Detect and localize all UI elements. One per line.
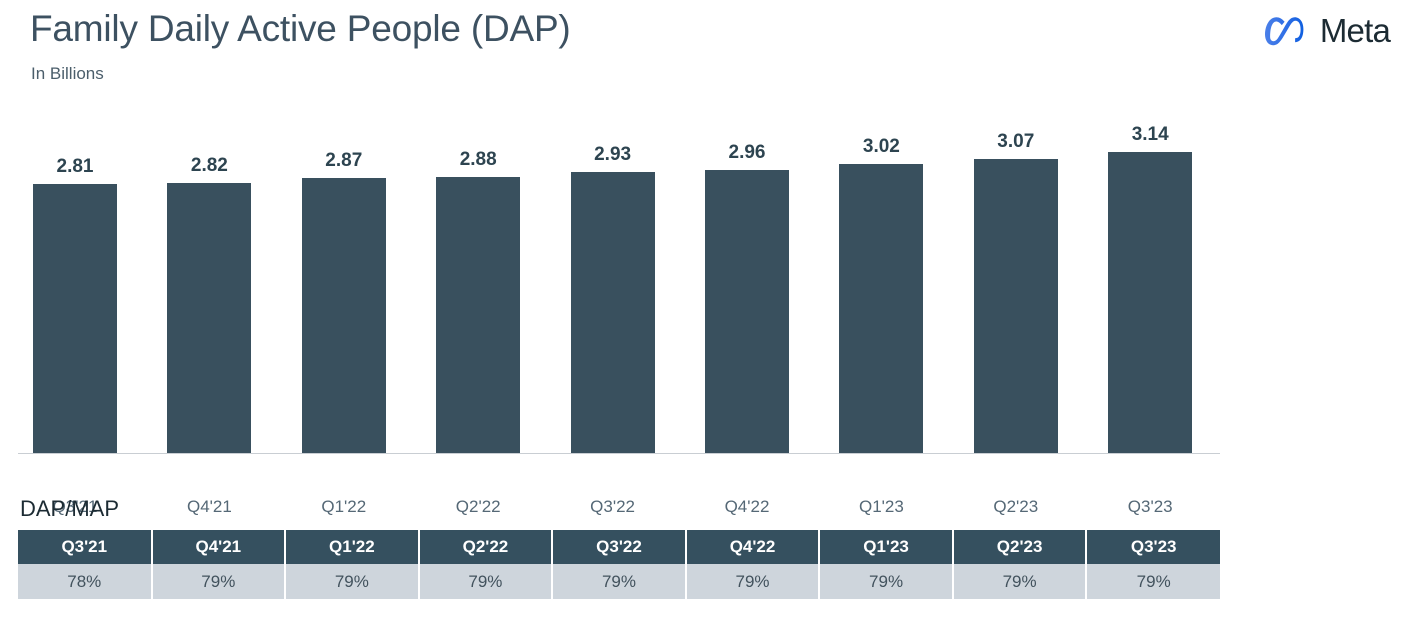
table-column-header: Q1'22 — [285, 530, 420, 564]
table-column-header: Q3'21 — [18, 530, 153, 564]
table-cell-ratio: 79% — [552, 564, 687, 599]
table-cell-ratio: 79% — [685, 564, 821, 599]
bar-item: 3.02 Q1'23 — [839, 136, 924, 516]
table-cell-ratio: 79% — [151, 564, 287, 599]
bar-value-label: 3.14 — [1131, 124, 1169, 145]
table-column-header: Q4'21 — [151, 530, 287, 564]
table-cell-ratio: 78% — [18, 564, 153, 599]
x-axis-line — [18, 453, 1220, 454]
bar-item: 2.81 Q3'21 — [33, 137, 117, 516]
chart-subtitle: In Billions — [31, 64, 104, 83]
table-column-header: Q2'23 — [952, 530, 1088, 564]
bar-value-label: 2.93 — [594, 144, 632, 165]
bar-rect — [167, 183, 252, 453]
bar-rect — [436, 177, 521, 453]
dap-map-caption: DAP/MAP — [20, 496, 120, 521]
bar-series: 2.81 Q3'21 2.82 Q4'21 2.87 Q1'22 2.88 Q2'22 2.93… — [0, 100, 1418, 516]
bar-item: 2.87 Q1'22 — [301, 137, 386, 516]
bar-value-label: 2.96 — [728, 142, 766, 163]
table-column-header: Q3'22 — [552, 530, 687, 564]
table-row: 78% 79% 79% 79% 79% 79% 79% 79% 79% — [18, 564, 1220, 599]
bar-chart: 2.81 Q3'21 2.82 Q4'21 2.87 Q1'22 2.88 Q2'22 2.93… — [0, 100, 1418, 516]
bar-value-label: 2.88 — [459, 149, 497, 170]
bar-rect — [705, 170, 789, 453]
bar-item: 3.14 Q3'23 — [1108, 124, 1193, 516]
table-cell-ratio: 79% — [952, 564, 1088, 599]
table-cell-ratio: 79% — [819, 564, 954, 599]
x-axis-tick-label: Q4'22 — [724, 497, 770, 516]
table-column-header: Q4'22 — [685, 530, 821, 564]
table-column-header: Q3'23 — [1086, 530, 1220, 564]
x-axis-tick-label: Q1'22 — [321, 497, 367, 516]
x-axis-tick-label: Q1'23 — [858, 497, 904, 516]
meta-brand-name: Meta — [1319, 12, 1391, 49]
bar-value-label: 2.81 — [56, 156, 94, 177]
x-axis-tick-label: Q3'21 — [52, 497, 98, 516]
bar-value-label: 2.82 — [190, 155, 228, 176]
page-header: Family Daily Active People (DAP) In Bill… — [0, 0, 1418, 100]
table-header-row: Q3'21 Q4'21 Q1'22 Q2'22 Q3'22 Q4'22 Q1'23 Q2'23… — [18, 530, 1220, 564]
meta-infinity-icon — [1264, 15, 1311, 46]
table-cell-ratio: 79% — [1086, 564, 1220, 599]
bar-item: 3.07 Q2'23 — [973, 131, 1058, 516]
table-column-header: Q2'22 — [418, 530, 554, 564]
bar-rect — [839, 164, 924, 453]
x-axis-tick-label: Q4'21 — [186, 497, 232, 516]
bar-value-label: 2.87 — [325, 150, 363, 171]
bar-value-label: 3.07 — [997, 131, 1035, 152]
bar-value-label: 3.02 — [862, 136, 900, 157]
meta-brand-lockup: Meta — [1264, 12, 1391, 49]
x-axis-tick-label: Q3'23 — [1127, 497, 1173, 516]
bar-rect — [570, 172, 655, 453]
bar-item: 2.82 Q4'21 — [167, 137, 252, 516]
bar-item: 2.93 Q3'22 — [570, 137, 655, 516]
page-title: Family Daily Active People (DAP) — [30, 8, 571, 49]
bar-rect — [301, 178, 386, 453]
bar-rect — [1108, 152, 1193, 453]
bar-item: 2.96 Q4'22 — [705, 137, 789, 516]
bar-rect — [33, 184, 117, 453]
bar-rect — [973, 159, 1058, 453]
dap-map-table: Q3'21 Q4'21 Q1'22 Q2'22 Q3'22 Q4'22 Q1'23 Q2'23… — [18, 530, 1220, 599]
dap-map-section: DAP/MAP Q3'21 Q4'21 Q1'22 Q2'22 Q3'22 Q4'22 Q1… — [18, 498, 1220, 599]
table-column-header: Q1'23 — [819, 530, 954, 564]
x-axis-tick-label: Q2'23 — [993, 497, 1039, 516]
table-cell-ratio: 79% — [285, 564, 420, 599]
x-axis-tick-label: Q3'22 — [590, 497, 636, 516]
table-cell-ratio: 79% — [418, 564, 554, 599]
bar-item: 2.88 Q2'22 — [436, 137, 521, 516]
x-axis-tick-label: Q2'22 — [455, 497, 501, 516]
